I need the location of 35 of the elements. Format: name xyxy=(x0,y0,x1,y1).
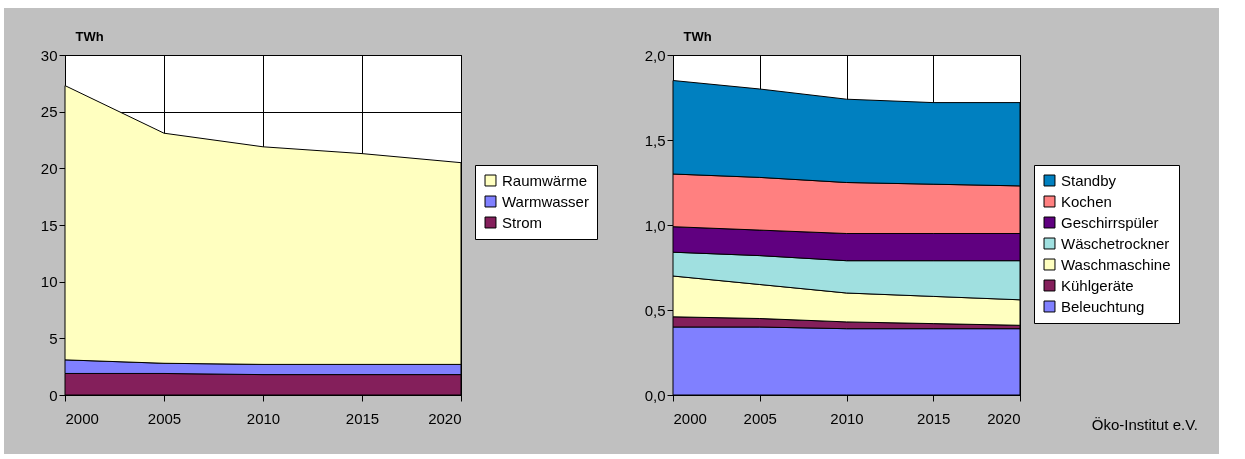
y-axis-title: TWh xyxy=(683,28,712,44)
y-tick-label: 2,0 xyxy=(644,46,666,64)
y-tick-label: 25 xyxy=(40,103,58,121)
legend-label: Warmwasser xyxy=(502,192,589,210)
legend-label: Strom xyxy=(502,213,543,231)
legend-label: Kühlgeräte xyxy=(1061,276,1134,294)
legend-label: Wäschetrockner xyxy=(1061,234,1170,252)
x-tick-label: 2010 xyxy=(246,409,281,427)
y-tick-label: 1,5 xyxy=(644,131,666,149)
x-tick-label: 2005 xyxy=(743,409,777,427)
y-tick-label: 0 xyxy=(49,386,58,404)
legend-label: Beleuchtung xyxy=(1061,297,1145,315)
y-axis-title: TWh xyxy=(75,28,104,44)
y-tick-label: 20 xyxy=(40,159,58,177)
x-tick-label: 2000 xyxy=(65,409,99,427)
x-tick-label: 2015 xyxy=(917,409,951,427)
x-tick-label: 2000 xyxy=(673,409,707,427)
y-tick-label: 1,0 xyxy=(644,216,666,234)
x-tick-label: 2005 xyxy=(147,409,182,427)
legend-label: Waschmaschine xyxy=(1061,255,1171,273)
y-tick-label: 15 xyxy=(40,216,58,234)
legend-label: Kochen xyxy=(1061,192,1112,210)
x-tick-label: 2020 xyxy=(428,409,462,427)
y-tick-label: 0,5 xyxy=(644,301,666,319)
y-tick-label: 5 xyxy=(49,329,58,347)
legend-label: Geschirrspüler xyxy=(1061,213,1159,231)
text: Öko-Institut e.V. xyxy=(1091,416,1198,433)
y-tick-label: 0,0 xyxy=(644,386,666,404)
x-tick-label: 2015 xyxy=(345,409,380,427)
x-tick-label: 2020 xyxy=(987,409,1021,427)
y-tick-label: 30 xyxy=(40,46,58,64)
x-tick-label: 2010 xyxy=(830,409,864,427)
legend-label: Raumwärme xyxy=(502,171,588,189)
legend-label: Standby xyxy=(1061,171,1117,189)
y-tick-label: 10 xyxy=(40,273,58,291)
